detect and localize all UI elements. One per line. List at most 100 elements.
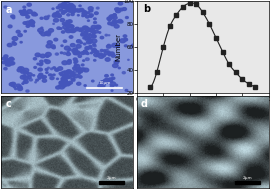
Circle shape	[83, 60, 85, 61]
Circle shape	[45, 32, 49, 35]
Circle shape	[100, 81, 105, 84]
Circle shape	[61, 77, 65, 80]
Circle shape	[93, 44, 96, 46]
Circle shape	[57, 15, 61, 18]
Circle shape	[12, 41, 15, 43]
Circle shape	[90, 48, 92, 49]
Circle shape	[72, 29, 76, 32]
Circle shape	[105, 34, 108, 36]
X-axis label: Diameter(μm): Diameter(μm)	[178, 103, 227, 109]
Bar	[99, 181, 124, 184]
Circle shape	[59, 72, 62, 75]
Circle shape	[78, 0, 82, 1]
Circle shape	[73, 50, 79, 54]
Circle shape	[71, 7, 76, 10]
Circle shape	[39, 69, 40, 70]
Circle shape	[49, 29, 53, 32]
Circle shape	[27, 76, 31, 79]
Circle shape	[42, 79, 47, 82]
Circle shape	[10, 62, 15, 65]
Circle shape	[63, 74, 68, 77]
Circle shape	[35, 82, 36, 83]
Circle shape	[58, 67, 63, 70]
Circle shape	[18, 87, 22, 91]
Circle shape	[83, 37, 86, 39]
Circle shape	[40, 54, 45, 58]
Circle shape	[61, 12, 65, 14]
Circle shape	[103, 79, 109, 83]
Circle shape	[94, 18, 96, 20]
Circle shape	[90, 52, 92, 54]
Circle shape	[108, 22, 112, 25]
Circle shape	[48, 15, 50, 17]
Circle shape	[24, 30, 26, 32]
Circle shape	[38, 78, 40, 79]
Circle shape	[9, 58, 12, 59]
Circle shape	[112, 77, 115, 79]
Circle shape	[62, 22, 66, 25]
Circle shape	[54, 38, 58, 41]
Circle shape	[56, 13, 61, 17]
Circle shape	[83, 68, 89, 72]
Circle shape	[63, 10, 66, 12]
Circle shape	[92, 35, 95, 37]
Circle shape	[39, 64, 42, 66]
Circle shape	[85, 39, 87, 40]
Circle shape	[26, 21, 31, 25]
Circle shape	[23, 12, 28, 15]
Circle shape	[73, 67, 76, 70]
Circle shape	[115, 8, 119, 11]
Circle shape	[12, 37, 18, 40]
Circle shape	[79, 28, 84, 31]
Circle shape	[15, 88, 16, 90]
Circle shape	[112, 16, 117, 19]
Text: 2μm: 2μm	[242, 176, 252, 180]
Circle shape	[65, 23, 68, 26]
Circle shape	[31, 19, 33, 21]
Circle shape	[69, 30, 73, 32]
Circle shape	[91, 39, 97, 43]
Circle shape	[41, 27, 43, 29]
Circle shape	[55, 53, 59, 55]
Circle shape	[24, 71, 26, 72]
Circle shape	[106, 45, 111, 48]
Circle shape	[9, 58, 13, 60]
Circle shape	[55, 12, 58, 15]
Circle shape	[92, 50, 95, 52]
Circle shape	[64, 71, 67, 73]
Circle shape	[113, 21, 116, 23]
Circle shape	[29, 21, 34, 24]
Circle shape	[7, 64, 11, 66]
Circle shape	[56, 7, 59, 9]
Circle shape	[39, 32, 42, 34]
Circle shape	[59, 81, 63, 84]
Circle shape	[11, 82, 16, 86]
Circle shape	[65, 73, 67, 75]
Circle shape	[72, 5, 75, 8]
Circle shape	[81, 68, 85, 71]
Circle shape	[23, 9, 25, 11]
Circle shape	[56, 69, 59, 71]
Circle shape	[111, 54, 115, 57]
Circle shape	[91, 30, 93, 32]
Circle shape	[18, 34, 22, 37]
Circle shape	[55, 68, 59, 71]
Circle shape	[71, 78, 75, 81]
Circle shape	[81, 64, 84, 66]
Circle shape	[50, 77, 54, 80]
Circle shape	[75, 28, 79, 31]
Circle shape	[55, 15, 57, 17]
Circle shape	[75, 64, 77, 66]
Circle shape	[53, 74, 55, 76]
Circle shape	[45, 60, 50, 64]
Circle shape	[93, 49, 95, 51]
Circle shape	[32, 22, 35, 23]
Circle shape	[84, 85, 86, 86]
Text: d: d	[141, 99, 148, 109]
Circle shape	[72, 75, 75, 76]
Circle shape	[92, 48, 96, 52]
Circle shape	[112, 43, 117, 47]
Circle shape	[66, 25, 69, 27]
Circle shape	[91, 25, 96, 29]
Circle shape	[78, 70, 83, 73]
